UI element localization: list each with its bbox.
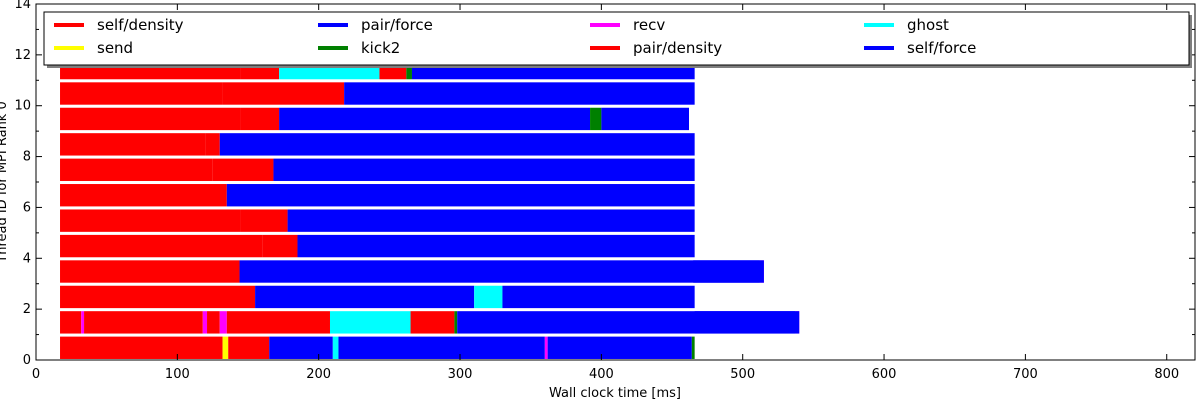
task-bar-thread-2-2 [474, 285, 503, 309]
legend-label-6: ghost [907, 16, 949, 34]
task-bar-thread-7-0 [60, 158, 213, 181]
task-bar-thread-6-0 [60, 184, 227, 207]
task-bar-thread-0-1 [222, 336, 229, 359]
task-bar-thread-0-7 [547, 336, 692, 359]
x-tick-label-0: 0 [32, 367, 40, 382]
task-bar-thread-0-0 [60, 336, 223, 359]
task-bar-thread-5-2 [287, 209, 695, 232]
task-bar-thread-1-8 [410, 311, 455, 334]
y-tick-label-1: 2 [23, 302, 31, 317]
task-bar-thread-9-4 [601, 107, 689, 131]
legend: self/density send pair/force kick2 recv pair/… [43, 11, 1192, 68]
task-bar-thread-0-4 [332, 336, 339, 359]
task-bar-thread-4-0 [60, 234, 263, 258]
task-bar-thread-10-1 [222, 82, 345, 105]
task-bar-thread-1-0 [60, 311, 82, 334]
task-bar-thread-1-9 [454, 311, 458, 334]
y-axis-ticks: 0 2 4 6 8 10 12 14 [14, 0, 1195, 368]
task-bar-thread-6-1 [226, 184, 695, 207]
legend-box [43, 11, 1190, 66]
task-bar-thread-5-0 [60, 209, 241, 232]
x-axis-label: Wall clock time [ms] [549, 386, 681, 400]
y-axis-label: Thread ID for MPI Rank 0 [0, 101, 10, 263]
legend-items: self/density send pair/force kick2 recv pair/… [54, 16, 976, 57]
legend-label-3: kick2 [361, 39, 400, 57]
task-bar-thread-0-2 [228, 336, 270, 359]
legend-label-0: self/density [97, 16, 184, 34]
task-bar-thread-7-1 [212, 158, 274, 181]
legend-label-7: self/force [907, 39, 976, 57]
task-bar-thread-0-5 [338, 336, 545, 359]
task-bar-thread-11-4 [406, 56, 412, 80]
task-bar-thread-9-2 [279, 107, 591, 131]
y-tick-label-0: 0 [23, 353, 31, 368]
task-bar-thread-9-1 [240, 107, 280, 131]
task-bars [60, 56, 800, 359]
x-tick-label-7: 700 [1013, 367, 1038, 382]
x-tick-label-2: 200 [306, 367, 331, 382]
x-tick-label-8: 800 [1154, 367, 1179, 382]
task-bar-thread-1-7 [329, 311, 411, 334]
task-bar-thread-1-12 [694, 311, 800, 334]
task-bar-thread-4-2 [297, 234, 695, 258]
task-bar-thread-3-0 [60, 260, 240, 283]
y-tick-label-2: 4 [23, 251, 31, 266]
task-bar-thread-10-2 [344, 82, 695, 105]
task-bar-thread-7-2 [273, 158, 695, 181]
y-tick-label-3: 6 [23, 200, 31, 215]
task-bar-thread-3-1 [239, 260, 760, 283]
task-bar-thread-3-3 [693, 260, 764, 283]
task-bar-thread-2-3 [502, 285, 695, 309]
y-tick-label-7: 14 [14, 0, 31, 12]
x-tick-label-3: 300 [448, 367, 473, 382]
x-tick-label-6: 600 [872, 367, 897, 382]
task-bar-thread-1-2 [84, 311, 203, 334]
y-tick-label-6: 12 [14, 48, 31, 63]
y-tick-label-4: 8 [23, 150, 31, 165]
task-bar-thread-0-8 [691, 336, 695, 359]
task-bar-thread-2-1 [255, 285, 475, 309]
task-bar-thread-9-3 [590, 107, 602, 131]
x-tick-label-5: 500 [730, 367, 755, 382]
x-axis-ticks: 0 100 200 300 400 500 600 700 800 [32, 4, 1179, 382]
y-tick-label-5: 10 [14, 99, 31, 114]
task-bar-thread-10-0 [60, 82, 223, 105]
task-bar-thread-8-2 [219, 133, 695, 156]
task-bar-thread-1-5 [219, 311, 227, 334]
task-bar-thread-0-3 [269, 336, 333, 359]
task-bar-thread-1-4 [207, 311, 220, 334]
x-tick-label-1: 100 [165, 367, 190, 382]
task-bar-thread-5-1 [240, 209, 288, 232]
legend-label-2: pair/force [361, 16, 433, 34]
task-bar-thread-2-0 [60, 285, 256, 309]
task-bar-thread-1-1 [81, 311, 85, 334]
task-bar-thread-1-3 [202, 311, 208, 334]
legend-label-1: send [97, 39, 133, 57]
legend-label-4: recv [633, 16, 665, 34]
task-bar-thread-4-1 [262, 234, 298, 258]
legend-label-5: pair/density [633, 39, 722, 57]
task-bar-thread-9-0 [60, 107, 241, 131]
task-bar-thread-0-6 [544, 336, 548, 359]
task-bar-thread-1-6 [226, 311, 330, 334]
task-bar-thread-8-1 [205, 133, 220, 156]
x-tick-label-4: 400 [589, 367, 614, 382]
task-bar-thread-8-0 [60, 133, 206, 156]
